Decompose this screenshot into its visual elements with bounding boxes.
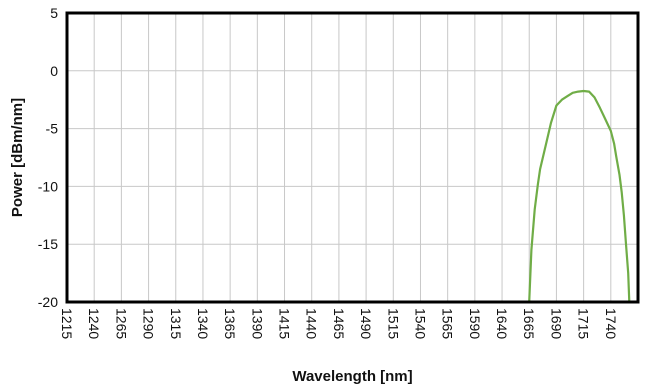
x-tick-label: 1565: [440, 308, 456, 339]
x-tick-label: 1440: [304, 308, 320, 339]
y-tick-label: -15: [38, 236, 58, 252]
x-axis-title: Wavelength [nm]: [292, 368, 412, 385]
x-tick-label: 1215: [59, 308, 75, 339]
y-tick-label: -10: [38, 178, 58, 194]
x-tick-label: 1390: [249, 308, 265, 339]
series-lines: [528, 89, 631, 303]
x-tick-label: 1740: [603, 308, 619, 339]
x-tick-labels: 1215 1240 1265 1290 1315 1340 1365 1390 1415 1440…: [59, 308, 619, 339]
x-tick-label: 1690: [548, 308, 564, 339]
x-tick-label: 1315: [168, 308, 184, 339]
x-tick-label: 1640: [494, 308, 510, 339]
x-tick-label: 1665: [521, 308, 537, 339]
y-tick-label: -5: [46, 121, 59, 137]
x-tick-label: 1415: [277, 308, 293, 339]
x-tick-label: 1290: [141, 308, 157, 339]
x-tick-label: 1590: [467, 308, 483, 339]
y-tick-label: -20: [38, 294, 58, 310]
x-tick-label: 1240: [86, 308, 102, 339]
x-tick-label: 1715: [576, 308, 592, 339]
x-tick-label: 1265: [113, 308, 129, 339]
x-tick-label: 1490: [358, 308, 374, 339]
y-axis-title: Power [dBm/nm]: [9, 98, 26, 217]
x-tick-label: 1540: [412, 308, 428, 339]
x-tick-label: 1340: [195, 308, 211, 339]
x-tick-label: 1365: [222, 308, 238, 339]
y-tick-label: 0: [50, 63, 58, 79]
plot-frame: [65, 11, 640, 304]
y-tick-label: 5: [50, 5, 58, 21]
x-tick-label: 1515: [385, 308, 401, 339]
grid-lines: [66, 12, 639, 303]
x-tick-label: 1465: [331, 308, 347, 339]
y-tick-labels: 5 0 -5 -10 -15 -20: [38, 5, 58, 310]
series-line: [528, 89, 631, 303]
